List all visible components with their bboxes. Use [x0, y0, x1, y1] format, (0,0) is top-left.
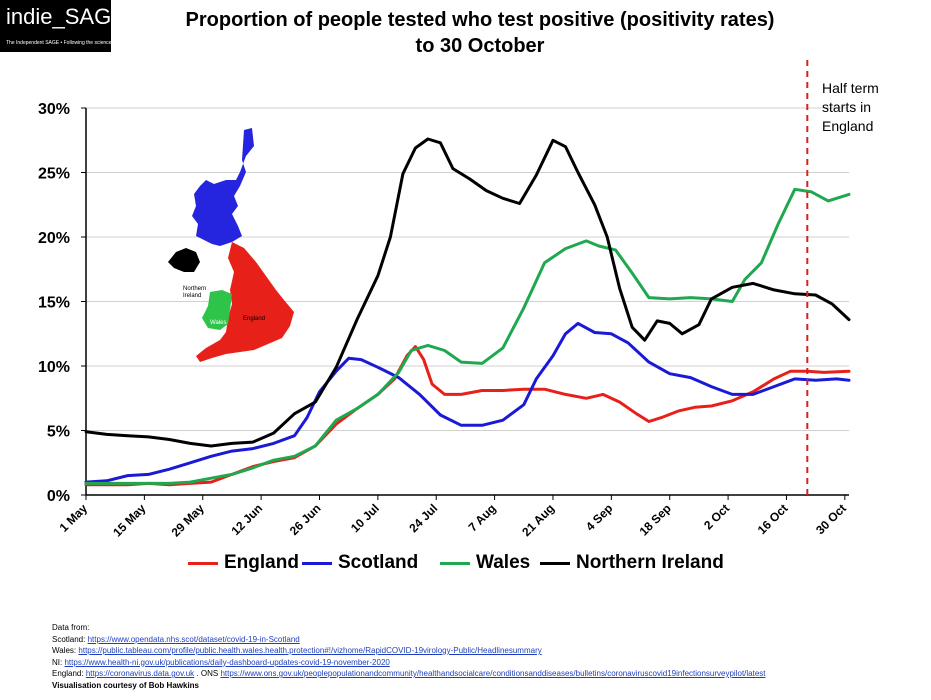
legend-item-wales: Wales: [440, 552, 530, 574]
x-tick-label-9: 4 Sep: [583, 501, 616, 534]
logo-tagline: The Independent SAGE • Following the sci…: [6, 40, 112, 46]
series-line-england: [84, 345, 851, 487]
x-tick-label-5: 10 Jul: [348, 501, 382, 535]
sources-heading: Data from:: [52, 623, 90, 632]
data-sources: Data from: Scotland: https://www.opendat…: [52, 622, 766, 691]
series-line-wales: [84, 187, 851, 485]
x-tick-label-4: 26 Jun: [287, 501, 324, 538]
x-tick-label-0: 1 May: [57, 501, 91, 535]
legend-item-scotland: Scotland: [302, 552, 418, 574]
y-tick-label-0: 0%: [47, 488, 70, 505]
annotation-line-1: Half term: [822, 80, 879, 96]
x-tick-label-3: 12 Jun: [228, 501, 265, 538]
uk-map-illustration: [168, 128, 294, 362]
legend-swatch-england: [188, 561, 218, 565]
indie-sage-logo: indie_SAGE The Independent SAGE • Follow…: [0, 0, 126, 52]
scotland-map: [192, 128, 254, 246]
series-line-scotland: [84, 321, 851, 484]
annotation-line-3: England: [822, 118, 874, 134]
gridlines: [86, 107, 849, 431]
legend-swatch-northern-ireland: [540, 561, 570, 565]
half-term-annotation: Half term starts in England: [822, 79, 879, 136]
chart-title-line-1: Proportion of people tested who test pos…: [185, 9, 775, 31]
tick-labels: 0% 5% 10% 15% 20% 25% 30% 1 May 15 May 29 May 12 J…: [38, 101, 849, 539]
wales-map: [202, 290, 232, 330]
x-tick-label-11: 2 Oct: [701, 501, 732, 532]
source-scotland-link[interactable]: https://www.opendata.nhs.scot/dataset/co…: [87, 634, 300, 644]
axes: [81, 107, 849, 500]
source-england: England: https://coronavirus.data.gov.uk…: [52, 668, 766, 680]
source-england-mid: . ONS: [196, 669, 219, 678]
source-wales-label: Wales:: [52, 646, 77, 655]
x-tick-label-13: 30 Oct: [813, 501, 849, 537]
y-tick-label-20: 20%: [38, 230, 70, 247]
x-tick-label-10: 18 Sep: [637, 501, 674, 538]
england-map: [196, 242, 294, 362]
legend-label-wales: Wales: [476, 552, 531, 573]
legend-item-northern-ireland: Northern Ireland: [540, 552, 724, 574]
map-label-ni-2: Ireland: [183, 293, 201, 299]
chart-title-line-2: to 30 October: [415, 35, 545, 57]
logo-text: indie_SAGE: [6, 4, 126, 29]
legend-label-england: England: [224, 552, 299, 573]
legend: England Scotland Wales Northern Ireland: [0, 552, 931, 578]
map-label-wales: Wales: [210, 320, 226, 326]
x-tick-label-8: 21 Aug: [519, 501, 557, 539]
visualisation-credit: Visualisation courtesy of Bob Hawkins: [52, 680, 199, 690]
source-wales-link[interactable]: https://public.tableau.com/profile/publi…: [78, 646, 542, 655]
y-tick-label-30: 30%: [38, 101, 70, 118]
y-tick-label-10: 10%: [38, 359, 70, 376]
series-lines: [84, 137, 851, 487]
legend-swatch-wales: [440, 561, 470, 565]
source-england-link-1[interactable]: https://coronavirus.data.gov.uk: [85, 669, 195, 678]
positivity-line-chart: 0% 5% 10% 15% 20% 25% 30% 1 May 15 May 29 May 12 J…: [38, 60, 851, 539]
legend-label-northern-ireland: Northern Ireland: [576, 552, 724, 573]
map-label-ni-1: Northern: [183, 286, 206, 292]
source-scotland: Scotland: https://www.opendata.nhs.scot/…: [52, 634, 766, 646]
source-england-label: England:: [52, 669, 84, 678]
y-tick-label-5: 5%: [47, 424, 70, 441]
northern-ireland-map: [168, 248, 200, 272]
legend-label-scotland: Scotland: [338, 552, 419, 573]
source-ni: NI: https://www.health-ni.gov.uk/publica…: [52, 657, 766, 669]
legend-item-england: England: [188, 552, 299, 574]
x-tick-label-12: 16 Oct: [755, 501, 791, 537]
map-label-england: England: [243, 316, 265, 322]
x-tick-label-1: 15 May: [110, 501, 148, 539]
series-line-northern-ireland: [84, 137, 851, 448]
source-scotland-label: Scotland:: [52, 634, 86, 644]
x-tick-label-6: 24 Jul: [406, 501, 440, 535]
annotation-line-2: starts in: [822, 99, 872, 115]
source-ni-link[interactable]: https://www.health-ni.gov.uk/publication…: [64, 657, 390, 667]
y-tick-label-15: 15%: [38, 295, 70, 312]
source-ni-label: NI:: [52, 657, 63, 667]
source-wales: Wales: https://public.tableau.com/profil…: [52, 645, 766, 657]
source-england-link-2[interactable]: https://www.ons.gov.uk/peoplepopulationa…: [220, 669, 766, 678]
x-tick-label-2: 29 May: [169, 501, 207, 539]
legend-swatch-scotland: [302, 561, 332, 565]
x-tick-label-7: 7 Aug: [466, 501, 499, 534]
y-tick-label-25: 25%: [38, 166, 70, 183]
